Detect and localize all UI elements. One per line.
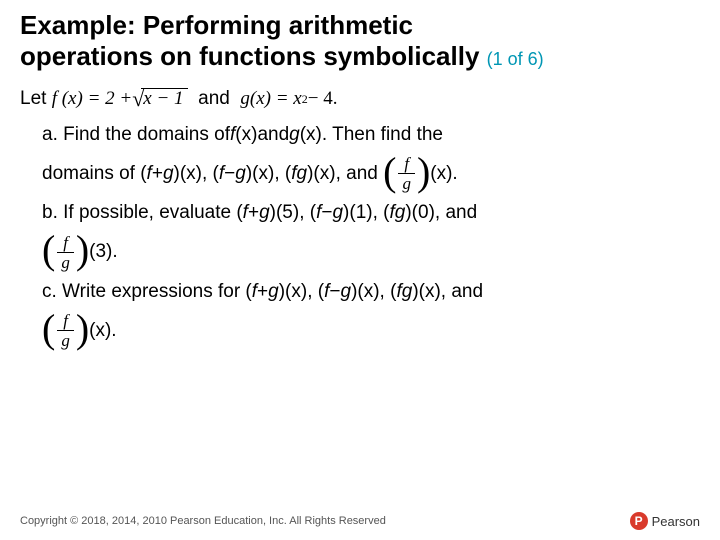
title-line2: operations on functions symbolically — [20, 41, 479, 71]
part-c-line1: c. Write expressions for (f + g)(x), (f … — [42, 277, 700, 306]
g-def-rhs: − 4. — [308, 84, 338, 113]
a-ofx: (x) — [235, 120, 257, 149]
part-a-line2: domains of (f + g)(x), (f − g)(x), (fg)(… — [42, 155, 700, 192]
title-pager: (1 of 6) — [487, 49, 544, 69]
sqrt-icon: √ x − 1 — [132, 88, 187, 110]
let-text: Let — [20, 84, 46, 113]
copyright-text: Copyright © 2018, 2014, 2010 Pearson Edu… — [20, 515, 386, 527]
intro-line: Let f (x) = 2 + √ x − 1 and g(x) = x2 − … — [20, 84, 700, 113]
logo-disc-icon: P — [630, 512, 648, 530]
a-tail: (x). — [430, 159, 457, 188]
slide-title: Example: Performing arithmetic operation… — [0, 0, 720, 80]
fraction-fg: f g — [57, 312, 74, 349]
g-def-lhs: g(x) = x — [240, 84, 301, 113]
and-text: and — [198, 84, 230, 113]
a-pre: a. Find the domains of — [42, 120, 230, 149]
c-tail: (x). — [89, 316, 116, 345]
b-tail: (3). — [89, 237, 118, 266]
footer: Copyright © 2018, 2014, 2010 Pearson Edu… — [20, 512, 700, 530]
title-line1: Example: Performing arithmetic — [20, 10, 413, 40]
sqrt-inner: x − 1 — [141, 88, 187, 110]
a-gofx: (x). Then find the — [300, 120, 443, 149]
b-pre: b. If possible, evaluate ( — [42, 198, 243, 227]
pearson-logo: P Pearson — [630, 512, 700, 530]
slide-content: Let f (x) = 2 + √ x − 1 and g(x) = x2 − … — [0, 80, 720, 349]
a-gx: g — [289, 120, 300, 149]
part-a-line1: a. Find the domains of f(x) and g(x). Th… — [42, 120, 700, 149]
logo-text: Pearson — [652, 514, 700, 529]
a-and: and — [257, 120, 289, 149]
part-b-line1: b. If possible, evaluate (f + g)(5), (f … — [42, 198, 700, 227]
f-def-lhs: f (x) = 2 + — [52, 84, 133, 113]
c-pre: c. Write expressions for ( — [42, 277, 252, 306]
part-b-line2: ( f g ) (3). — [42, 234, 700, 271]
part-c-line2: ( f g ) (x). — [42, 312, 700, 349]
fraction-fg: f g — [398, 155, 415, 192]
fraction-fg: f g — [57, 234, 74, 271]
a-l2-pre: domains of ( — [42, 159, 147, 188]
